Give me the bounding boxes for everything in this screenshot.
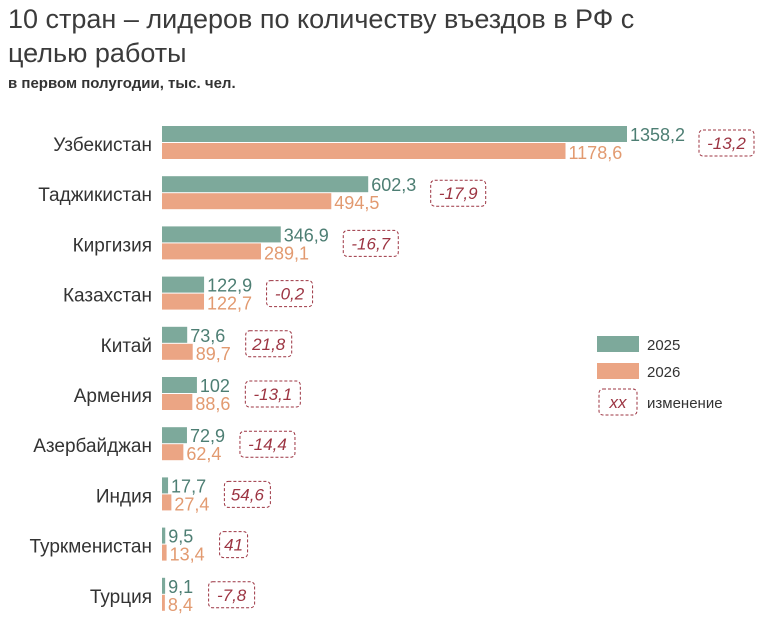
legend-swatch-2026 (597, 363, 639, 379)
bar-2026 (162, 143, 566, 159)
value-label-2026: 1178,6 (569, 143, 623, 163)
legend-change-label: изменение (647, 395, 723, 412)
bar-2025 (162, 527, 166, 544)
value-label-2025: 72,9 (190, 426, 225, 446)
category-label: Азербайджан (33, 436, 152, 457)
value-label-2026: 89,7 (196, 344, 231, 364)
change-box (244, 380, 301, 408)
change-label: -17,9 (439, 184, 478, 203)
value-label-2026: 13,4 (170, 545, 205, 565)
change-label: 21,8 (251, 335, 286, 354)
bar-2026 (162, 394, 193, 410)
category-label: Индия (96, 486, 152, 507)
change-label: 41 (224, 536, 243, 555)
change-box (245, 330, 293, 358)
change-box (430, 179, 487, 207)
chart-title: 10 стран – лидеров по количеству въездов… (8, 4, 635, 68)
category-label: Казахстан (63, 286, 152, 307)
category-label: Узбекистан (53, 135, 152, 156)
change-label: -7,8 (217, 586, 247, 605)
bar-2025 (162, 427, 187, 444)
change-label: -16,7 (351, 234, 390, 253)
legend-swatch-2025 (597, 336, 639, 352)
value-label-2026: 494,5 (334, 193, 379, 213)
change-box (698, 129, 755, 157)
bar-2025 (162, 577, 166, 594)
value-label-2026: 122,7 (207, 294, 252, 314)
bar-2025 (162, 326, 188, 343)
chart-subtitle: в первом полугодии, тыс. чел. (8, 75, 236, 92)
bar-2026 (162, 193, 332, 210)
legend-label-2025: 2025 (647, 337, 680, 354)
change-label: -13,1 (253, 385, 292, 404)
value-label-2026: 8,4 (168, 595, 193, 615)
change-label: 54,6 (231, 485, 265, 504)
value-label-2026: 88,6 (195, 394, 230, 414)
bar-2026 (162, 544, 167, 561)
bar-2025 (162, 377, 197, 393)
bar-2026 (162, 243, 261, 260)
change-box (266, 280, 314, 308)
bar-2025 (162, 126, 627, 142)
change-label: -13,2 (707, 134, 746, 153)
legend-label-2026: 2026 (647, 364, 680, 381)
category-label: Туркменистан (30, 537, 153, 558)
value-label-2025: 602,3 (371, 175, 416, 195)
value-label-2026: 27,4 (174, 494, 209, 514)
category-label: Турция (90, 587, 152, 608)
bar-2026 (162, 293, 205, 310)
value-label-2025: 102 (200, 376, 230, 396)
bar-2026 (162, 343, 193, 360)
change-box (219, 531, 249, 559)
change-label: -14,4 (248, 435, 287, 454)
category-label: Китай (101, 336, 152, 357)
change-label: -0,2 (275, 285, 305, 304)
category-label: Армения (74, 386, 152, 407)
bar-2026 (162, 494, 172, 511)
value-label-2025: 122,9 (207, 276, 252, 296)
value-label-2026: 62,4 (186, 444, 221, 464)
category-label: Таджикистан (38, 185, 152, 206)
value-label-2026: 289,1 (264, 243, 309, 263)
change-box (208, 581, 256, 609)
change-box (223, 480, 271, 508)
bar-2025 (162, 176, 369, 193)
change-box (342, 229, 399, 257)
bar-2025 (162, 477, 169, 494)
category-label: Киргизия (73, 235, 152, 256)
value-label-2025: 346,9 (284, 225, 329, 245)
value-label-2025: 9,1 (168, 577, 193, 597)
change-box (239, 430, 296, 458)
bar-2026 (162, 594, 165, 611)
value-label-2025: 17,7 (171, 476, 206, 496)
value-label-2025: 1358,2 (630, 125, 685, 145)
legend-change-box (598, 388, 638, 416)
legend-change-sample: xx (609, 393, 628, 412)
value-label-2025: 73,6 (190, 326, 225, 346)
bar-2025 (162, 226, 281, 243)
bar-2026 (162, 444, 184, 461)
value-label-2025: 9,5 (168, 527, 193, 547)
bar-2025 (162, 276, 205, 293)
